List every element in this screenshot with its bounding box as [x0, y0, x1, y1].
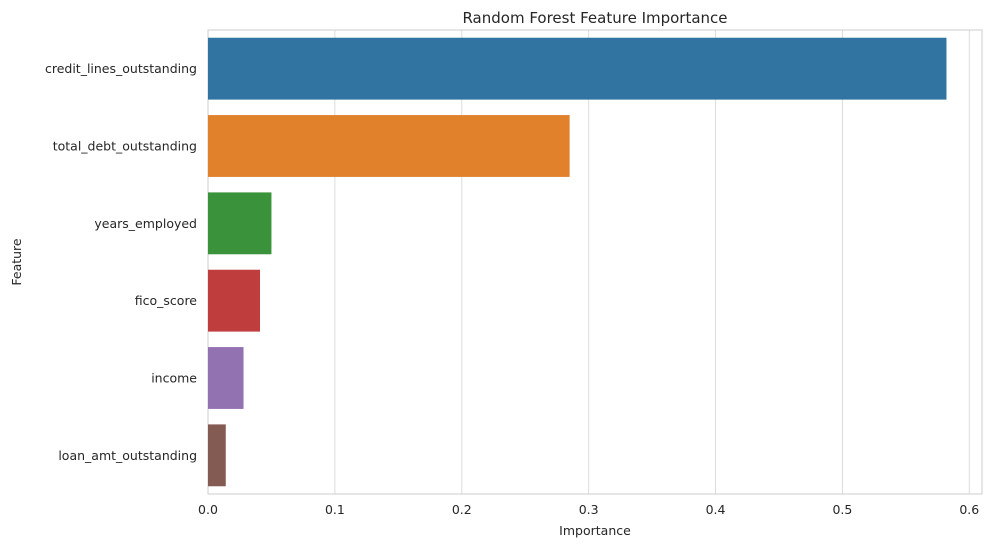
grid-lines [207, 30, 970, 494]
y-tick-label: credit_lines_outstanding [45, 61, 197, 76]
x-tick-label: 0.2 [452, 502, 472, 517]
y-tick-label: fico_score [135, 293, 198, 308]
x-tick-label: 0.6 [959, 502, 979, 517]
plot-area [207, 29, 983, 495]
x-axis-label: Importance [559, 523, 631, 538]
bar-loan-amt-outstanding [208, 424, 226, 487]
x-tick-label: 0.0 [198, 502, 218, 517]
y-tick-labels: credit_lines_outstanding total_debt_outst… [45, 61, 197, 463]
bar-total-debt-outstanding [208, 115, 570, 177]
bar-years-employed [208, 192, 272, 255]
bar-income [208, 347, 244, 409]
bars [208, 37, 947, 487]
x-tick-label: 0.1 [325, 502, 345, 517]
x-tick-label: 0.3 [579, 502, 599, 517]
chart-title: Random Forest Feature Importance [462, 9, 727, 27]
y-tick-label: years_employed [94, 216, 197, 231]
bar-credit-lines-outstanding [208, 37, 947, 100]
x-tick-labels: 0.0 0.1 0.2 0.3 0.4 0.5 0.6 [198, 502, 979, 517]
x-tick-label: 0.5 [832, 502, 852, 517]
y-tick-label: income [151, 371, 197, 386]
y-axis-label: Feature [9, 238, 24, 286]
x-tick-label: 0.4 [706, 502, 726, 517]
y-tick-label: loan_amt_outstanding [58, 448, 197, 463]
y-tick-label: total_debt_outstanding [53, 139, 197, 154]
bar-fico-score [208, 269, 261, 332]
